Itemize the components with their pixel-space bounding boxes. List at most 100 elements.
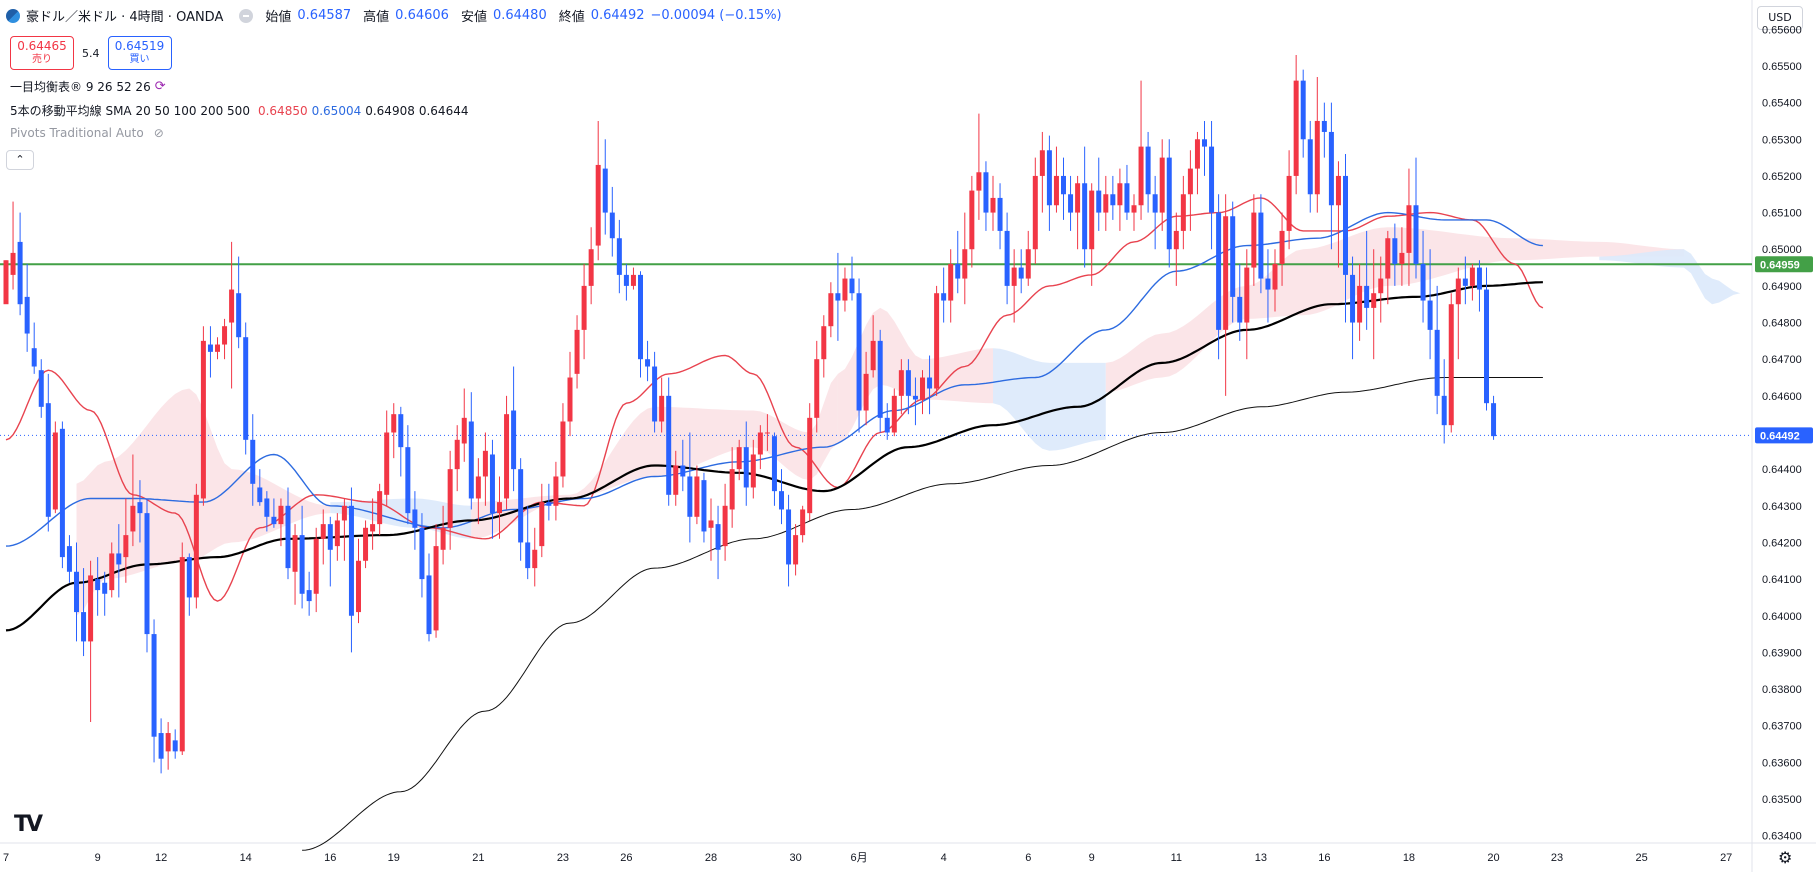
- candle-body: [532, 549, 538, 569]
- candle-body: [616, 238, 622, 275]
- candle-body: [701, 480, 707, 532]
- x-tick-label: 19: [388, 852, 400, 864]
- x-tick-label: 16: [1318, 852, 1330, 864]
- candle-body: [609, 212, 615, 239]
- candle-body: [81, 612, 87, 642]
- candle-body: [447, 469, 453, 528]
- ichimoku-legend[interactable]: 一目均衡表® 9 26 52 26 ⟳: [10, 78, 166, 95]
- x-tick-label: 4: [941, 852, 947, 864]
- candle-body: [546, 502, 552, 506]
- candle-body: [130, 505, 136, 532]
- candle-body: [1068, 194, 1074, 213]
- candle-body: [38, 370, 44, 407]
- close-value: 0.64492: [590, 8, 645, 23]
- ichimoku-label: 一目均衡表® 9 26 52 26: [10, 80, 151, 94]
- buy-button[interactable]: 0.64519 買い: [107, 36, 172, 70]
- y-tick-label: 0.64600: [1762, 391, 1802, 403]
- tradingview-logo-icon: TV: [14, 812, 43, 837]
- candle-body: [306, 590, 312, 602]
- x-tick-label: 20: [1487, 852, 1499, 864]
- candle-body: [920, 377, 925, 400]
- candle-body: [898, 370, 904, 396]
- candle-body: [814, 359, 820, 418]
- x-tick-label: 23: [557, 852, 569, 864]
- candle-body: [313, 538, 319, 594]
- candle-body: [927, 377, 933, 389]
- candle-body: [757, 432, 763, 455]
- candle-body: [1166, 157, 1172, 250]
- candle-body: [391, 414, 397, 433]
- candle-body: [997, 197, 1003, 231]
- candle-body: [52, 432, 58, 510]
- x-tick-label: 16: [324, 852, 336, 864]
- candle-body: [969, 190, 975, 250]
- candle-body: [581, 285, 587, 330]
- pivots-legend[interactable]: Pivots Traditional Auto ⊘: [10, 126, 164, 140]
- candle-body: [66, 546, 72, 572]
- candle-body: [743, 447, 749, 488]
- pivots-label: Pivots Traditional Auto: [10, 126, 144, 140]
- sell-label: 売り: [32, 54, 52, 65]
- candle-body: [489, 454, 495, 514]
- candle-body: [680, 465, 686, 477]
- candle-body: [1350, 274, 1356, 323]
- candle-body: [595, 164, 601, 246]
- last-price-tag: 0.64492: [1760, 430, 1800, 442]
- candle-body: [1152, 194, 1158, 213]
- candle-body: [1032, 175, 1038, 250]
- candle-body: [708, 520, 714, 528]
- candle-body: [1265, 278, 1271, 290]
- high-value: 0.64606: [395, 8, 449, 23]
- eye-hidden-icon[interactable]: ⊘: [153, 126, 164, 140]
- collapse-legend-icon[interactable]: [239, 8, 254, 23]
- candle-body: [560, 421, 566, 477]
- refresh-icon[interactable]: ⟳: [154, 79, 166, 94]
- candle-body: [955, 263, 961, 279]
- candle-body: [1427, 300, 1433, 330]
- high-label: 高値: [363, 10, 390, 25]
- y-tick-label: 0.65400: [1762, 98, 1802, 110]
- candle-body: [1385, 238, 1391, 279]
- candle-body: [186, 557, 192, 598]
- sma-legend[interactable]: 5本の移動平均線 SMA 20 50 100 200 500 0.64850 0…: [10, 102, 468, 119]
- y-tick-label: 0.64300: [1762, 501, 1802, 513]
- candle-body: [348, 505, 354, 616]
- candle-body: [1124, 183, 1130, 213]
- y-tick-label: 0.64800: [1762, 318, 1802, 330]
- ma-line-sma200: [302, 377, 1543, 851]
- x-tick-label: 11: [1171, 852, 1182, 864]
- ichimoku-cloud-2: [471, 373, 838, 539]
- currency-selector[interactable]: USD: [1757, 6, 1803, 30]
- y-tick-label: 0.65300: [1762, 134, 1802, 146]
- hline-price-tag-bg: [1755, 256, 1813, 273]
- spread-value: 5.4: [82, 46, 100, 60]
- candle-body: [165, 733, 171, 752]
- y-tick-label: 0.65200: [1762, 171, 1802, 183]
- candle-body: [588, 249, 594, 286]
- candle-body: [419, 527, 425, 580]
- candle-body: [849, 278, 855, 294]
- ichimoku-cloud-6: [1599, 249, 1741, 305]
- candle-body: [659, 395, 665, 422]
- candle-body: [1343, 175, 1348, 275]
- collapse-indicators-button[interactable]: ⌃: [6, 150, 34, 170]
- candle-body: [1053, 175, 1059, 206]
- candle-body: [320, 524, 326, 539]
- candle-body: [215, 344, 220, 352]
- candle-body: [1039, 150, 1045, 176]
- candle-body: [518, 469, 524, 543]
- sell-button[interactable]: 0.64465 売り: [10, 36, 74, 70]
- candle-body: [870, 340, 876, 371]
- candle-body: [990, 197, 996, 213]
- candle-body: [59, 428, 65, 558]
- close-label: 終値: [558, 10, 585, 25]
- x-tick-label: 25: [1635, 852, 1647, 864]
- settings-gear-icon[interactable]: ⚙: [1778, 848, 1793, 867]
- candle-body: [482, 450, 488, 477]
- candle-body: [666, 395, 672, 495]
- symbol-title[interactable]: 豪ドル／米ドル · 4時間 · OANDA: [26, 10, 224, 25]
- ichimoku-cloud-4: [993, 348, 1106, 451]
- candle-body: [405, 447, 411, 514]
- candle-body: [1187, 168, 1193, 195]
